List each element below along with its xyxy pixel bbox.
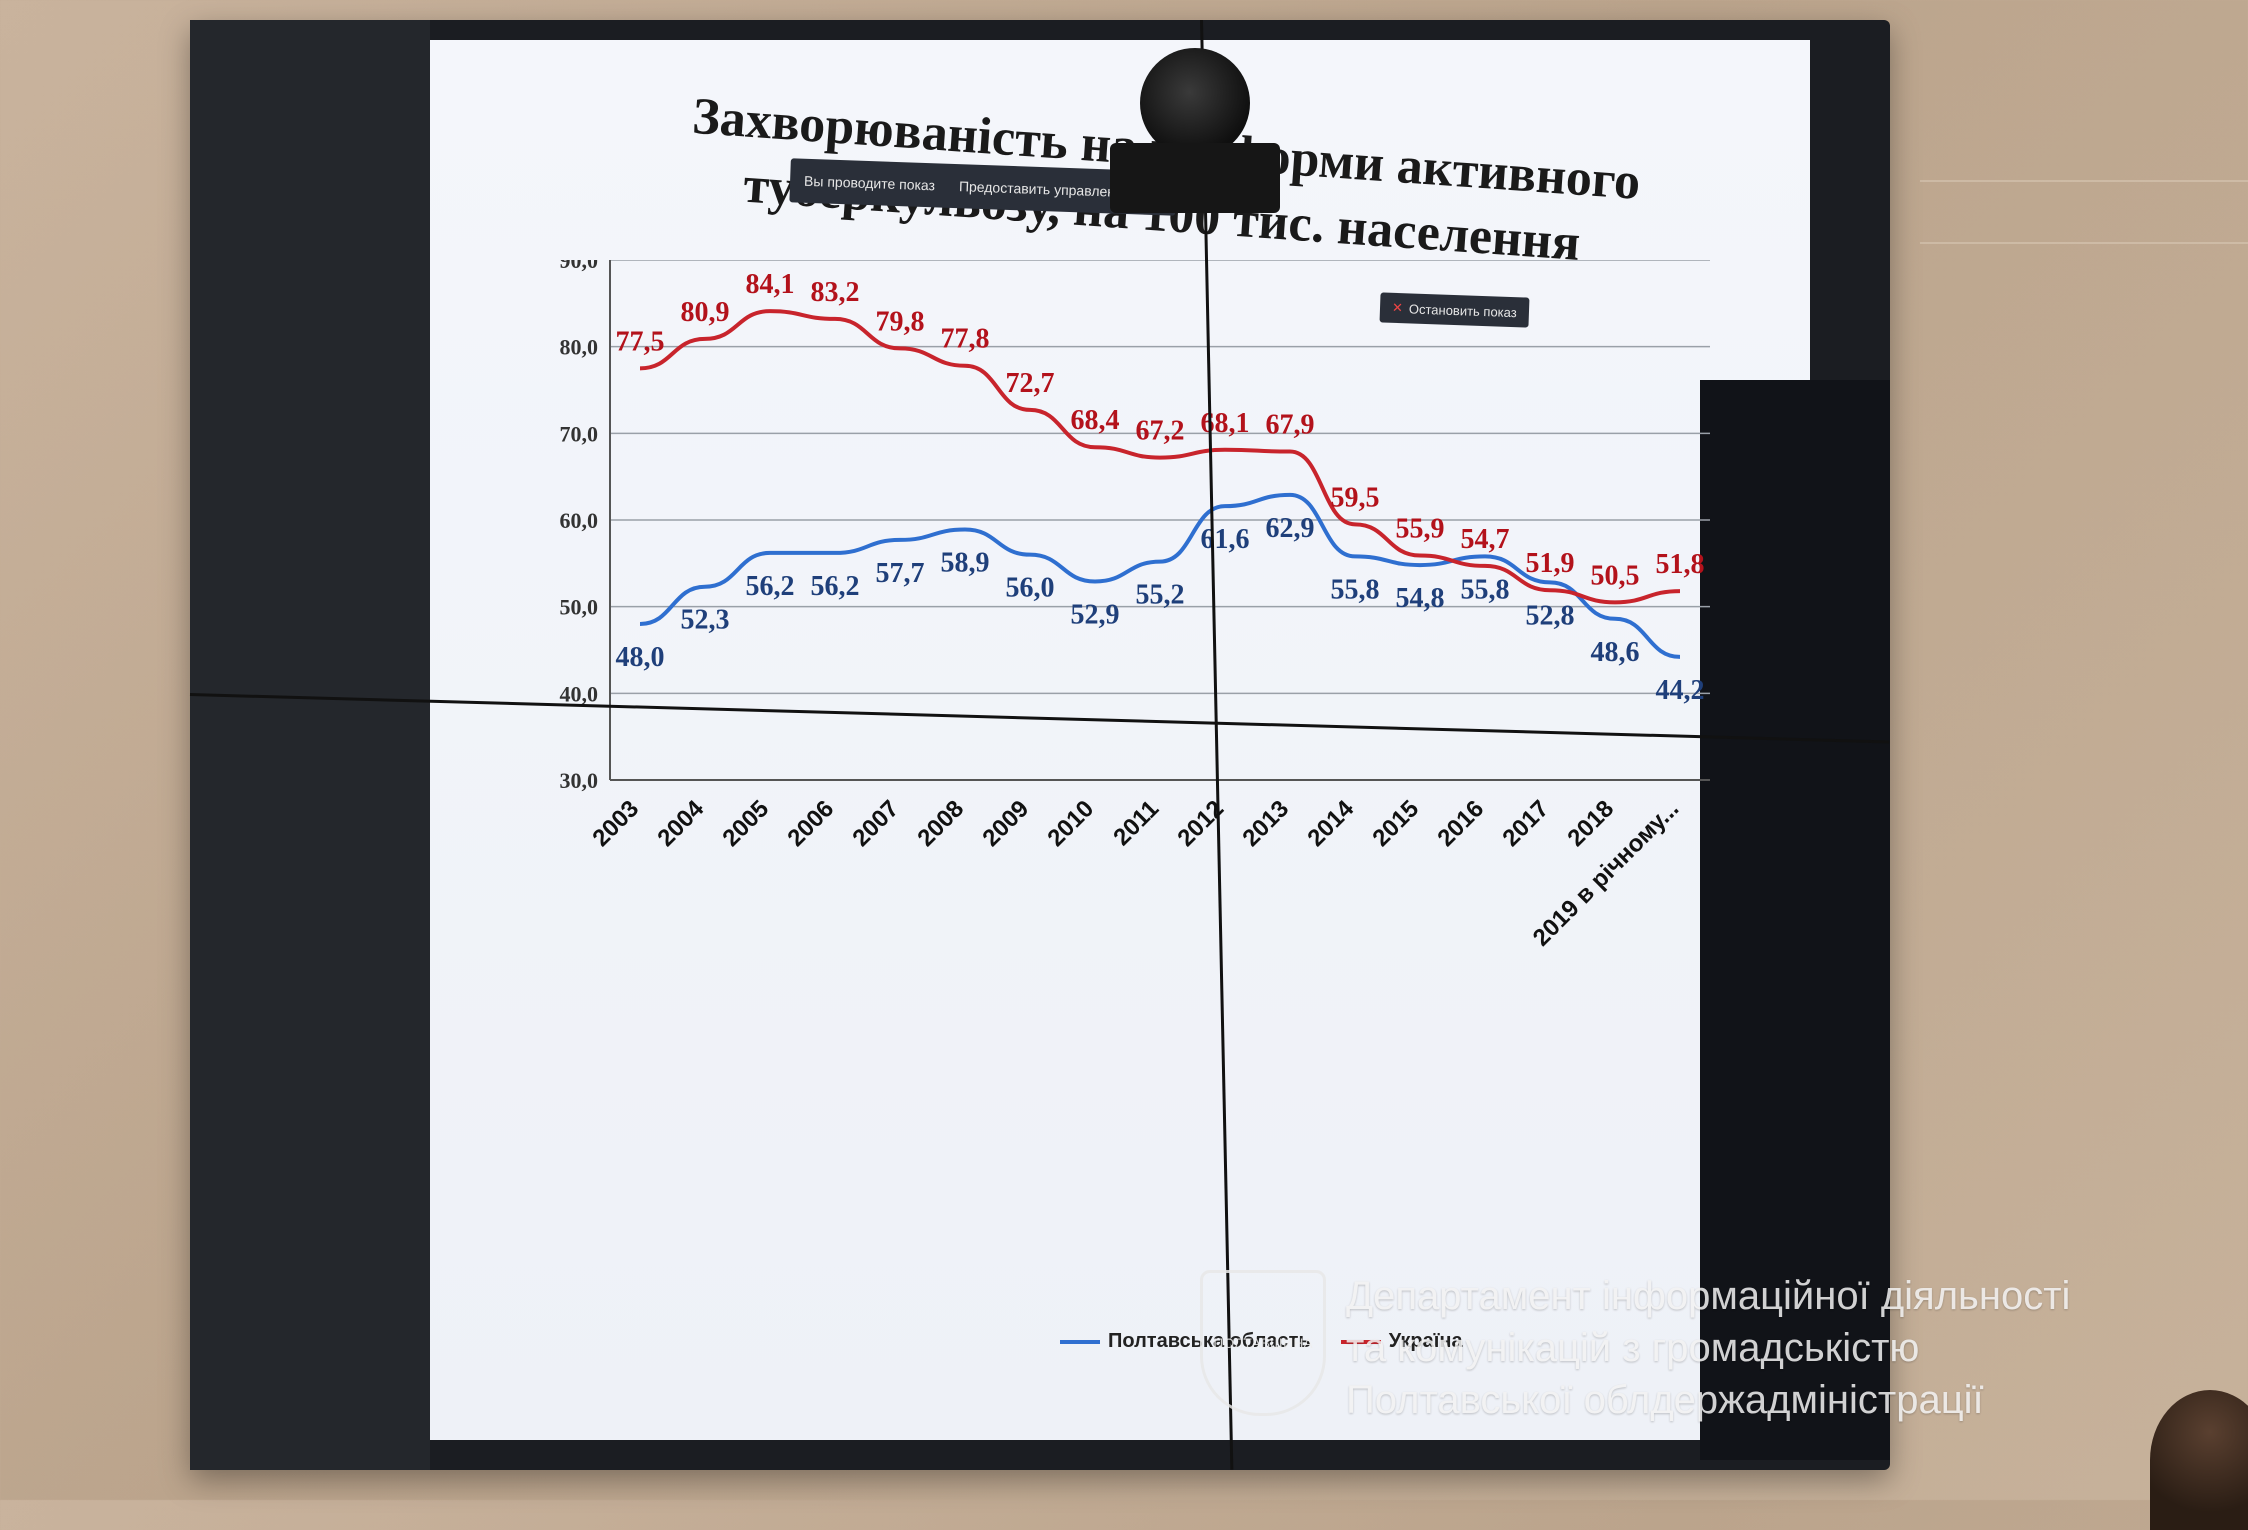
audience-head [2150, 1390, 2248, 1530]
chart-container: 30,0 40,0 50,0 60,0 70,0 80,0 90,0 2003 2004 2005… [510, 248, 1750, 1430]
data-label: 80,9 [681, 297, 730, 328]
data-label: 52,3 [681, 605, 730, 636]
data-label: 51,9 [1526, 548, 1575, 579]
y-tick-label: 90,0 [560, 260, 599, 273]
y-tick-label: 40,0 [560, 681, 599, 706]
watermark-text: Департамент інформаційної діяльності та … [1346, 1270, 2070, 1426]
data-label: 61,6 [1201, 524, 1250, 555]
legend-label-poltava: Полтавська область [1108, 1330, 1311, 1352]
data-label: 56,2 [811, 571, 860, 602]
data-label: 67,2 [1136, 416, 1185, 447]
data-label: 56,2 [746, 571, 795, 602]
data-label: 56,0 [1006, 573, 1055, 604]
data-label: 54,7 [1461, 524, 1510, 555]
x-tick-label: 2006 [782, 795, 839, 852]
data-label: 55,2 [1136, 580, 1185, 611]
x-tick-label: 2018 [1562, 795, 1619, 852]
y-tick-label: 50,0 [560, 595, 599, 620]
x-tick-label: 2003 [587, 795, 644, 852]
stop-sharing-button[interactable]: ✕ Остановить показ [1379, 292, 1530, 328]
data-label: 58,9 [941, 548, 990, 579]
x-tick-label: 2005 [717, 795, 774, 852]
emblem-text: ПОЛТАВЩИНА [1213, 1335, 1313, 1351]
stop-sharing-label: Остановить показ [1408, 300, 1517, 320]
presenting-label: Вы проводите показ [803, 172, 936, 194]
watermark: ПОЛТАВЩИНА Департамент інформаційної дія… [1200, 1270, 2070, 1426]
data-label: 55,9 [1396, 514, 1445, 545]
camera-lens [1140, 48, 1250, 158]
ptz-camera [1110, 48, 1280, 218]
y-tick-label: 80,0 [560, 335, 599, 360]
watermark-line1: Департамент інформаційної діяльності [1346, 1274, 2071, 1318]
x-tick-label: 2016 [1432, 795, 1489, 852]
x-tick-label: 2011 [1108, 795, 1164, 851]
legend-swatch-ukraine [1340, 1339, 1381, 1344]
x-tick-label: 2012 [1172, 795, 1229, 852]
y-tick-label: 60,0 [560, 508, 599, 533]
give-control-button[interactable]: Предоставить управление [958, 178, 1131, 201]
data-label: 59,5 [1331, 482, 1380, 513]
data-label: 55,8 [1331, 574, 1380, 605]
legend-item-poltava: Полтавська область [1060, 1330, 1311, 1353]
series-line-ukraine [639, 309, 1681, 605]
data-label: 77,5 [616, 326, 665, 357]
x-tick-label: 2004 [652, 795, 709, 852]
x-tick-label: 2015 [1367, 795, 1424, 852]
data-label: 50,5 [1591, 560, 1640, 591]
data-label: 51,8 [1656, 549, 1705, 580]
data-label: 79,8 [876, 306, 925, 337]
data-label: 68,4 [1071, 405, 1120, 436]
close-icon: ✕ [1391, 299, 1404, 316]
legend-label-ukraine: Україна [1388, 1330, 1463, 1352]
x-tick-label: 2013 [1237, 795, 1294, 852]
chart-legend: Полтавська область Україна [1060, 1330, 1463, 1353]
y-tick-label: 30,0 [560, 768, 599, 793]
data-label: 52,8 [1526, 600, 1575, 631]
screen-left-band [190, 20, 430, 1470]
screen-right-band [1700, 380, 1890, 1460]
line-chart: 30,0 40,0 50,0 60,0 70,0 80,0 90,0 2003 2004 2005… [560, 248, 1710, 952]
data-label: 84,1 [746, 269, 795, 300]
watermark-line3: Полтавської облдержадміністрації [1346, 1378, 1984, 1422]
legend-item-ukraine: Україна [1340, 1330, 1463, 1353]
wall-seam [1920, 180, 2248, 244]
data-label: 72,7 [1006, 368, 1055, 399]
series-line-poltava [639, 492, 1681, 659]
data-label: 54,8 [1396, 583, 1445, 614]
x-tick-label: 2010 [1042, 795, 1099, 852]
data-label: 57,7 [876, 558, 925, 589]
emblem-logo: ПОЛТАВЩИНА [1200, 1270, 1326, 1416]
camera-base [1110, 143, 1280, 213]
data-label: 67,9 [1266, 410, 1315, 441]
legend-swatch-poltava [1060, 1339, 1100, 1344]
x-tick-label: 2008 [912, 795, 969, 852]
data-label: 83,2 [811, 277, 860, 308]
x-tick-label: 2014 [1302, 795, 1359, 852]
data-label: 48,6 [1591, 637, 1640, 668]
x-tick-label: 2007 [847, 795, 904, 852]
data-label: 44,2 [1656, 675, 1705, 706]
presentation-slide [430, 40, 1810, 1440]
data-label: 55,8 [1461, 574, 1510, 605]
data-label: 62,9 [1266, 513, 1315, 544]
y-tick-label: 70,0 [560, 421, 599, 446]
x-tick-label: 2017 [1497, 795, 1554, 852]
data-label: 52,9 [1071, 600, 1120, 631]
watermark-line2: та комунікацій з громадськістю [1346, 1326, 1920, 1370]
x-tick-label: 2009 [977, 795, 1034, 852]
data-label: 77,8 [941, 324, 990, 355]
data-label: 48,0 [616, 642, 665, 673]
